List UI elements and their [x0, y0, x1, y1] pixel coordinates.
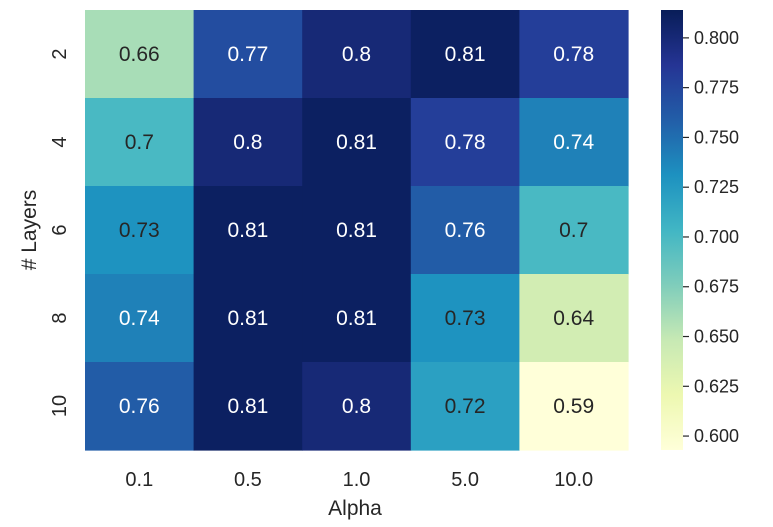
- heatmap-cell: [302, 186, 412, 275]
- heatmap-cell: [410, 10, 520, 99]
- x-tick-label: 5.0: [451, 469, 479, 491]
- heatmap-cell: [85, 362, 195, 451]
- heatmap-cell: [193, 186, 303, 275]
- heatmap-cell: [302, 362, 412, 451]
- heatmap-cell: [302, 274, 412, 363]
- heatmap-cell-value: 0.73: [119, 219, 160, 242]
- heatmap-cell-value: 0.73: [445, 307, 486, 330]
- x-tick-label: 0.5: [234, 469, 262, 491]
- heatmap-cell: [302, 10, 412, 99]
- heatmap-cell-labels: 0.66 0.77 0.8 0.81 0.78 0.7 0.8 0.81 0.78 0.74 0.7…: [119, 43, 595, 418]
- heatmap-cell-value: 0.64: [553, 307, 594, 330]
- heatmap-cell-value: 0.81: [227, 219, 268, 242]
- heatmap-cell: [85, 274, 195, 363]
- heatmap-cells: [85, 10, 629, 451]
- colorbar-tick-label: 0.625: [694, 376, 739, 396]
- heatmap-cell-value: 0.8: [342, 43, 371, 66]
- heatmap-cell-value: 0.8: [233, 131, 262, 154]
- colorbar-tick-label: 0.775: [694, 78, 739, 98]
- heatmap-cell: [519, 98, 629, 187]
- heatmap-cell-value: 0.7: [125, 131, 154, 154]
- heatmap-cell-value: 0.81: [227, 395, 268, 418]
- y-tick-label: 10: [49, 395, 71, 417]
- heatmap-cell-value: 0.81: [336, 131, 377, 154]
- heatmap-cell: [193, 98, 303, 187]
- heatmap-cell-value: 0.81: [227, 307, 268, 330]
- heatmap-cell-value: 0.8: [342, 395, 371, 418]
- colorbar-tick-label: 0.700: [694, 227, 739, 247]
- heatmap-cell: [302, 98, 412, 187]
- heatmap-cell: [85, 186, 195, 275]
- colorbar-ticks: 0.600 0.625 0.650 0.675 0.700 0.725 0.750 0.775…: [683, 28, 739, 446]
- x-tick-label: 10.0: [554, 469, 593, 491]
- colorbar-tick-label: 0.750: [694, 127, 739, 147]
- heatmap-cell: [85, 98, 195, 187]
- heatmap-cell-value: 0.77: [227, 43, 268, 66]
- heatmap-cell: [85, 10, 195, 99]
- heatmap-cell-value: 0.81: [336, 219, 377, 242]
- colorbar-tick-label: 0.675: [694, 277, 739, 297]
- y-axis-label: # Layers: [18, 190, 41, 271]
- y-axis-tick-labels: 2 4 6 8 10: [49, 48, 71, 417]
- heatmap-cell: [410, 98, 520, 187]
- x-axis-label: Alpha: [328, 497, 382, 520]
- heatmap-cell-value: 0.76: [119, 395, 160, 418]
- colorbar-tick-label: 0.800: [694, 28, 739, 48]
- heatmap-cell: [519, 362, 629, 451]
- heatmap-cell-value: 0.66: [119, 43, 160, 66]
- y-tick-label: 6: [49, 224, 71, 235]
- colorbar-tick-label: 0.725: [694, 177, 739, 197]
- heatmap-cell: [410, 186, 520, 275]
- heatmap-cell: [410, 274, 520, 363]
- heatmap-cell: [519, 274, 629, 363]
- heatmap-cell-value: 0.81: [336, 307, 377, 330]
- heatmap-cell-value: 0.78: [445, 131, 486, 154]
- heatmap-cell-value: 0.72: [445, 395, 486, 418]
- x-tick-label: 0.1: [125, 469, 153, 491]
- heatmap-cell: [193, 274, 303, 363]
- heatmap-cell-value: 0.74: [119, 307, 160, 330]
- heatmap-cell: [193, 362, 303, 451]
- y-tick-label: 2: [49, 48, 71, 59]
- colorbar: [661, 10, 683, 450]
- heatmap-cell-value: 0.81: [445, 43, 486, 66]
- colorbar-tick-label: 0.650: [694, 327, 739, 347]
- heatmap-cell: [519, 186, 629, 275]
- heatmap-cell: [193, 10, 303, 99]
- heatmap-cell-value: 0.59: [553, 395, 594, 418]
- heatmap-cell-value: 0.76: [445, 219, 486, 242]
- x-tick-label: 1.0: [343, 469, 371, 491]
- y-tick-label: 8: [49, 312, 71, 323]
- x-axis-tick-labels: 0.1 0.5 1.0 5.0 10.0: [125, 469, 593, 491]
- colorbar-tick-label: 0.600: [694, 426, 739, 446]
- heatmap-cell: [410, 362, 520, 451]
- heatmap-cell-value: 0.7: [559, 219, 588, 242]
- heatmap-cell-value: 0.78: [553, 43, 594, 66]
- heatmap-cell: [519, 10, 629, 99]
- heatmap-cell-value: 0.74: [553, 131, 594, 154]
- y-tick-label: 4: [49, 136, 71, 147]
